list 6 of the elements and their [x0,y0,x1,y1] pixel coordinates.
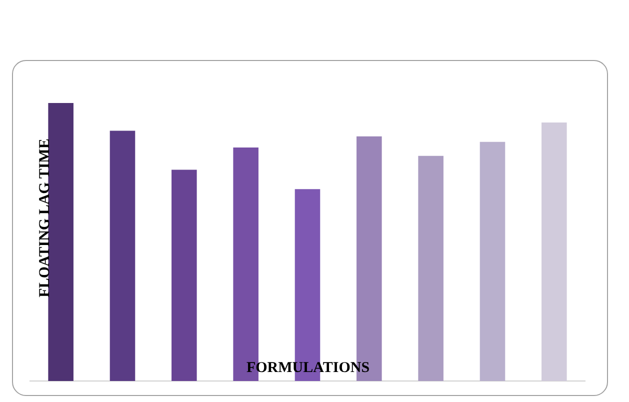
bar [418,156,444,381]
bar [48,103,74,381]
bar [480,142,506,381]
bar [110,130,136,381]
bar [172,170,197,381]
y-axis-title: FLOATING LAG TIME [36,138,53,298]
